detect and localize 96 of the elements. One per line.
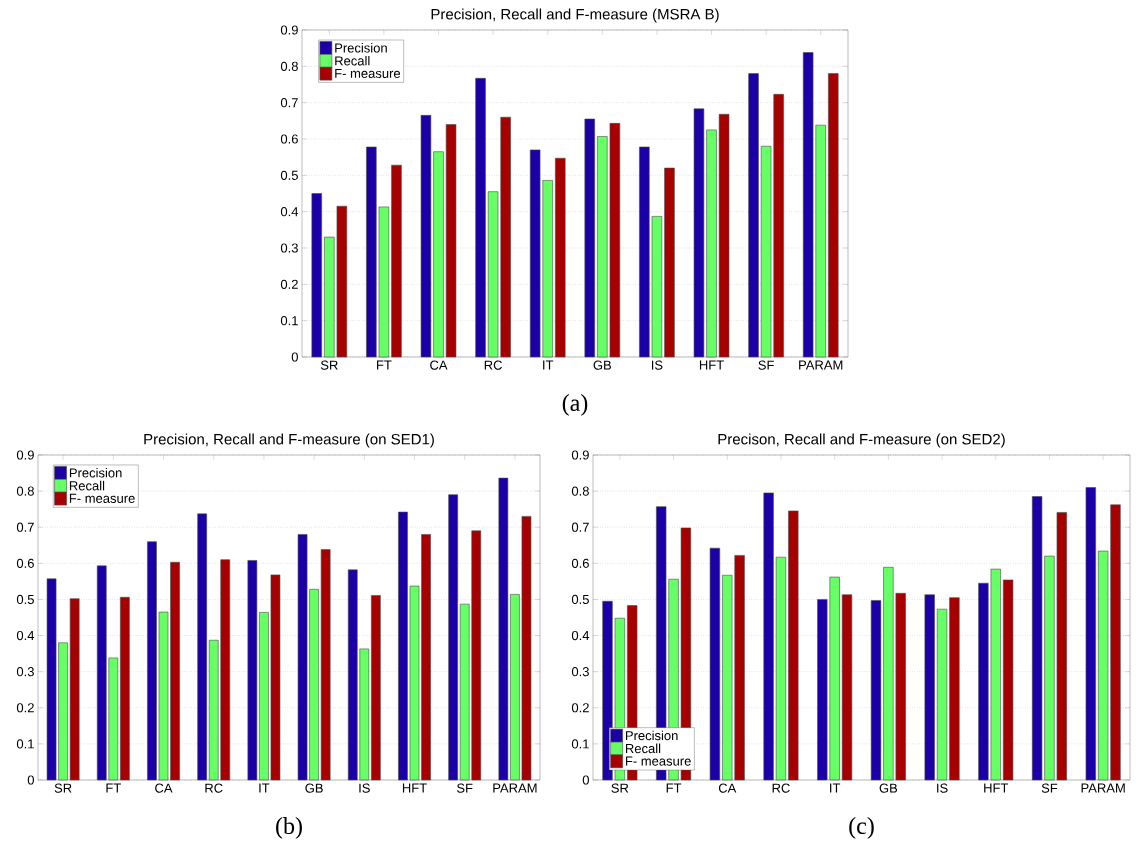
y-tick-label: 0.6 <box>571 558 589 568</box>
y-tick-label: 0.6 <box>280 134 298 144</box>
legend-label: Recall <box>625 743 661 754</box>
x-tick-label: SF <box>457 783 473 793</box>
x-tick-label: GB <box>593 360 612 370</box>
bar <box>841 594 853 781</box>
bar <box>311 193 322 358</box>
bar <box>1085 487 1096 781</box>
bar <box>748 73 759 358</box>
y-tick-label: 0.8 <box>280 61 298 71</box>
x-tick-label: IT <box>830 783 841 793</box>
bar <box>371 595 381 781</box>
x-tick-label: HFT <box>699 360 724 370</box>
bar <box>664 167 675 358</box>
y-tick-label: 0.3 <box>280 243 298 253</box>
x-tick-label: PARAM <box>1081 783 1125 793</box>
bar <box>584 118 595 358</box>
x-tick-label: SR <box>611 783 629 793</box>
x-tick-label: FT <box>106 783 121 793</box>
legend-label: F- measure <box>335 68 401 78</box>
legend-label: Precision <box>625 730 678 741</box>
x-tick-label: GB <box>879 783 898 793</box>
y-tick-label: 0 <box>582 775 589 785</box>
x-tick-label: IS <box>937 783 948 793</box>
legend-label: Precision <box>335 43 387 53</box>
y-tick-label: 0.5 <box>16 594 34 605</box>
y-tick-label: 0.9 <box>571 450 589 460</box>
y-tick-label: 0.6 <box>16 558 34 568</box>
bar <box>788 510 799 781</box>
x-tick-label: CA <box>155 783 173 793</box>
chart-title: Precision, Recall and F-measure (on SED1) <box>144 433 434 448</box>
bar <box>475 78 486 358</box>
x-tick-label: SF <box>758 360 774 370</box>
text: (b) <box>276 817 302 839</box>
y-tick-label: 0.4 <box>280 207 299 217</box>
legend-label: Recall <box>69 480 105 491</box>
x-tick-label: HFT <box>402 783 427 793</box>
bar <box>1002 579 1014 781</box>
bar <box>391 164 402 358</box>
chart-title: Precison, Recall and F-measure (on SED2) <box>718 433 1005 448</box>
legend-label: Recall <box>335 55 370 66</box>
y-tick-label: 0 <box>27 775 34 785</box>
x-tick-label: CA <box>718 783 737 793</box>
y-tick-label: 0.7 <box>571 522 589 532</box>
y-tick-label: 0.9 <box>16 450 34 460</box>
x-tick-label: SR <box>54 783 72 793</box>
x-tick-label: FT <box>666 783 682 793</box>
x-tick-label: IS <box>359 783 370 793</box>
legend-label: F- measure <box>69 493 135 503</box>
bar <box>870 600 882 781</box>
y-tick-label: 0.5 <box>280 170 298 180</box>
legend-label: Precision <box>69 467 122 478</box>
y-tick-label: 0.2 <box>280 279 298 289</box>
y-tick-label: 0.7 <box>16 522 34 532</box>
x-tick-label: HFT <box>984 783 1009 793</box>
x-tick-label: RC <box>205 783 223 793</box>
x-tick-label: PARAM <box>493 783 537 793</box>
x-tick-label: RC <box>772 783 790 793</box>
text: (a) <box>562 394 588 416</box>
legend-label: F- measure <box>625 756 691 766</box>
x-tick-label: IT <box>259 783 270 793</box>
x-tick-label: CA <box>430 360 448 370</box>
y-tick-label: 0.4 <box>571 630 590 641</box>
bar <box>924 594 935 781</box>
bar <box>120 596 130 781</box>
bar <box>448 494 458 781</box>
y-tick-label: 0.8 <box>571 486 589 496</box>
bar <box>709 547 721 781</box>
y-tick-label: 0.9 <box>280 25 298 35</box>
y-tick-label: 0.4 <box>16 630 35 641</box>
bar <box>445 124 457 358</box>
y-tick-label: 0.2 <box>16 703 34 713</box>
bar <box>828 73 839 358</box>
y-tick-label: 0.1 <box>16 739 34 749</box>
chart-title: Precision, Recall and F-measure (MSRA B) <box>431 8 719 23</box>
y-tick-label: 0.5 <box>571 594 589 605</box>
x-tick-label: IS <box>651 360 663 370</box>
x-tick-label: IT <box>543 360 554 370</box>
bar <box>197 513 207 781</box>
x-tick-label: PARAM <box>799 360 843 370</box>
bar <box>555 157 566 358</box>
y-tick-label: 0.1 <box>280 316 298 326</box>
x-tick-label: GB <box>305 783 323 793</box>
y-tick-label: 0.2 <box>571 703 589 713</box>
y-tick-label: 0.3 <box>16 667 34 677</box>
text: (c) <box>849 817 874 839</box>
bar <box>718 113 730 358</box>
x-tick-label: SF <box>1041 783 1058 793</box>
x-tick-label: RC <box>484 360 502 370</box>
y-tick-label: 0.3 <box>571 667 589 677</box>
y-tick-label: 0.7 <box>280 98 298 108</box>
x-tick-label: SR <box>320 360 338 370</box>
y-tick-label: 0.1 <box>571 739 589 749</box>
y-tick-label: 0 <box>291 352 298 362</box>
y-tick-label: 0.8 <box>16 486 34 496</box>
x-tick-label: FT <box>377 360 392 370</box>
